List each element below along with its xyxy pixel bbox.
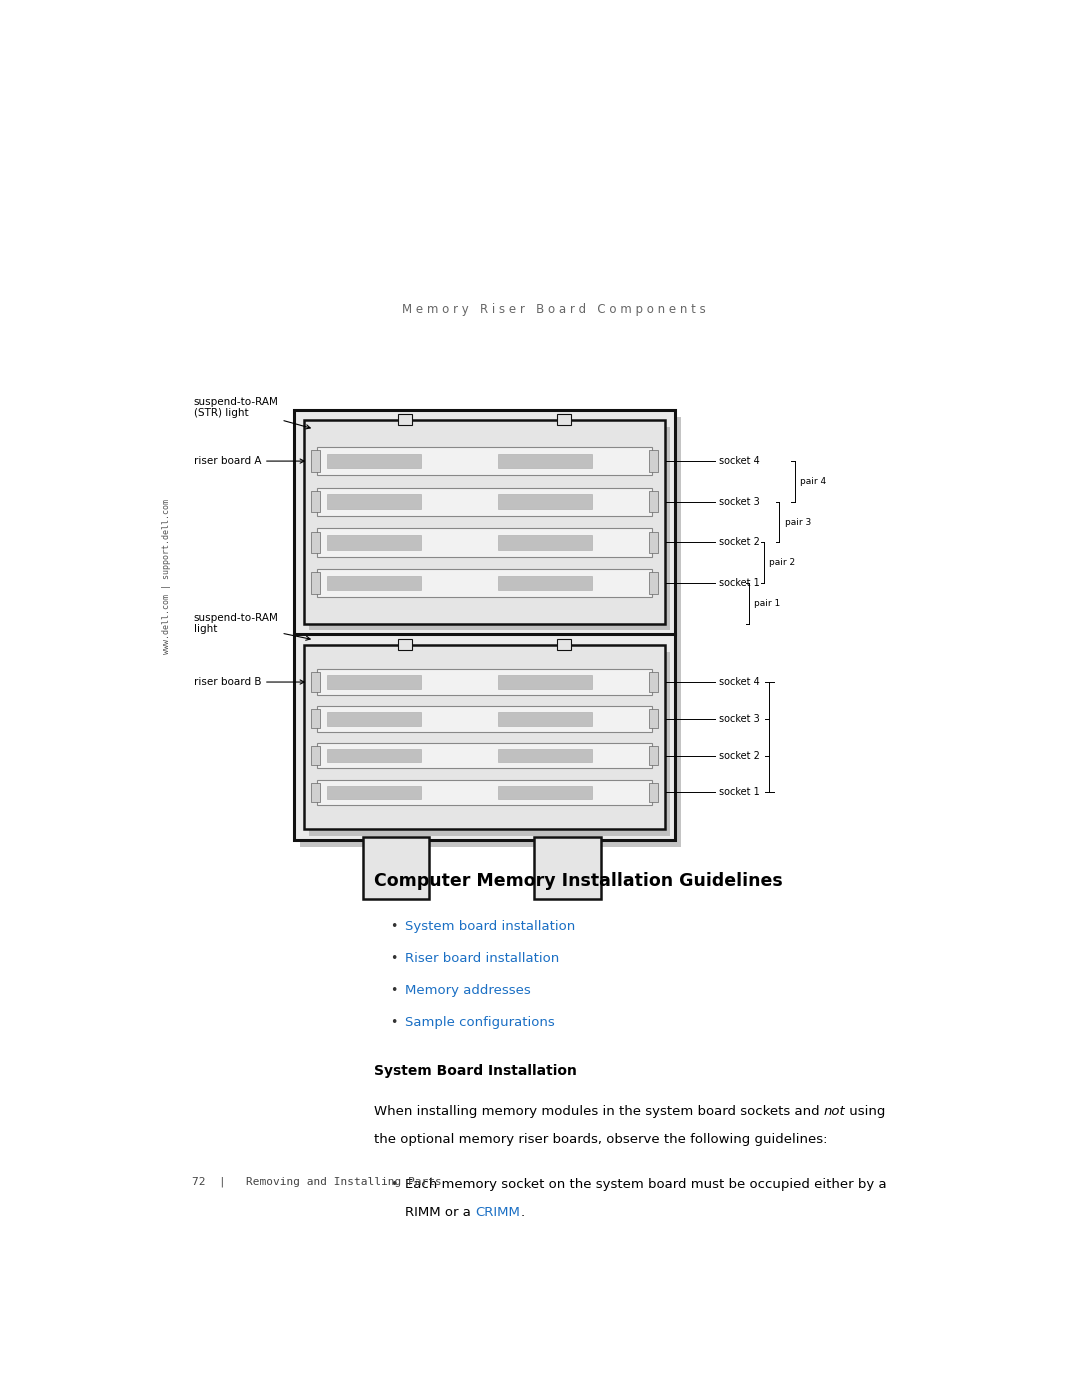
Bar bbox=[363, 837, 429, 900]
Bar bbox=[311, 782, 320, 802]
Text: •: • bbox=[390, 1017, 397, 1030]
Bar bbox=[327, 495, 421, 509]
Bar bbox=[498, 495, 592, 509]
Text: not: not bbox=[823, 1105, 846, 1118]
Bar bbox=[327, 749, 421, 763]
Bar bbox=[316, 669, 652, 694]
Bar bbox=[327, 785, 421, 799]
Bar bbox=[305, 420, 665, 623]
Text: pair 4: pair 4 bbox=[799, 476, 826, 486]
Bar bbox=[294, 409, 675, 840]
Bar bbox=[309, 652, 670, 835]
Text: Each memory socket on the system board must be occupied either by a: Each memory socket on the system board m… bbox=[405, 1178, 887, 1190]
Text: RIMM or a: RIMM or a bbox=[405, 1206, 475, 1218]
Bar bbox=[316, 488, 652, 515]
Bar bbox=[557, 414, 570, 425]
Text: socket 3: socket 3 bbox=[719, 497, 760, 507]
Bar bbox=[327, 576, 421, 591]
Text: the optional memory riser boards, observe the following guidelines:: the optional memory riser boards, observ… bbox=[374, 1133, 827, 1146]
Bar bbox=[649, 450, 658, 472]
Bar bbox=[498, 749, 592, 763]
Text: When installing memory modules in the system board sockets and: When installing memory modules in the sy… bbox=[374, 1105, 823, 1118]
Text: riser board A: riser board A bbox=[193, 455, 305, 467]
Bar bbox=[498, 712, 592, 725]
Bar bbox=[316, 743, 652, 768]
Text: Riser board installation: Riser board installation bbox=[405, 951, 559, 965]
Text: Sample configurations: Sample configurations bbox=[405, 1017, 555, 1030]
Bar bbox=[649, 710, 658, 728]
Text: socket 4: socket 4 bbox=[719, 455, 760, 467]
Bar bbox=[311, 492, 320, 513]
Text: •: • bbox=[390, 951, 397, 965]
Text: using: using bbox=[846, 1105, 886, 1118]
Text: socket 2: socket 2 bbox=[719, 538, 760, 548]
Bar bbox=[316, 528, 652, 556]
Bar bbox=[649, 782, 658, 802]
Bar bbox=[399, 638, 411, 650]
Bar bbox=[311, 573, 320, 594]
Bar bbox=[649, 492, 658, 513]
Bar bbox=[316, 447, 652, 475]
Bar bbox=[399, 414, 411, 425]
Text: CRIMM: CRIMM bbox=[475, 1206, 521, 1218]
Bar bbox=[498, 535, 592, 550]
Text: •: • bbox=[390, 983, 397, 997]
Text: socket 1: socket 1 bbox=[719, 578, 760, 588]
Text: riser board B: riser board B bbox=[193, 678, 305, 687]
Bar bbox=[498, 576, 592, 591]
Text: System Board Installation: System Board Installation bbox=[374, 1063, 577, 1077]
Bar bbox=[327, 454, 421, 468]
Bar bbox=[300, 418, 680, 848]
Text: Computer Memory Installation Guidelines: Computer Memory Installation Guidelines bbox=[374, 872, 782, 890]
Text: suspend-to-RAM
light: suspend-to-RAM light bbox=[193, 613, 310, 640]
Bar bbox=[557, 638, 570, 650]
Bar bbox=[305, 645, 665, 830]
Bar bbox=[498, 454, 592, 468]
Text: socket 3: socket 3 bbox=[719, 714, 760, 724]
Text: •: • bbox=[390, 919, 397, 933]
Bar bbox=[311, 746, 320, 766]
Text: socket 2: socket 2 bbox=[719, 750, 760, 760]
Bar bbox=[327, 712, 421, 725]
Text: pair 1: pair 1 bbox=[754, 599, 781, 608]
Bar bbox=[649, 532, 658, 553]
Text: www.dell.com | support.dell.com: www.dell.com | support.dell.com bbox=[162, 499, 172, 654]
Text: suspend-to-RAM
(STR) light: suspend-to-RAM (STR) light bbox=[193, 397, 310, 429]
Bar bbox=[316, 705, 652, 732]
Text: pair 3: pair 3 bbox=[784, 517, 811, 527]
Bar bbox=[327, 535, 421, 550]
Bar bbox=[498, 675, 592, 689]
Bar bbox=[649, 672, 658, 692]
Text: pair 2: pair 2 bbox=[769, 559, 796, 567]
Bar bbox=[311, 710, 320, 728]
Text: System board installation: System board installation bbox=[405, 919, 576, 933]
Bar bbox=[311, 450, 320, 472]
Bar bbox=[309, 427, 670, 630]
Bar bbox=[316, 569, 652, 598]
Bar bbox=[649, 573, 658, 594]
Text: socket 4: socket 4 bbox=[719, 678, 760, 687]
Text: •: • bbox=[390, 1178, 397, 1190]
Text: M e m o r y   R i s e r   B o a r d   C o m p o n e n t s: M e m o r y R i s e r B o a r d C o m p … bbox=[402, 303, 705, 316]
Bar bbox=[649, 746, 658, 766]
Text: socket 1: socket 1 bbox=[719, 788, 760, 798]
Bar bbox=[327, 675, 421, 689]
Bar bbox=[316, 780, 652, 805]
Bar bbox=[311, 532, 320, 553]
Bar bbox=[311, 672, 320, 692]
Bar bbox=[534, 837, 600, 900]
Text: 72  |   Removing and Installing Parts: 72 | Removing and Installing Parts bbox=[192, 1176, 442, 1187]
Bar bbox=[498, 785, 592, 799]
Text: .: . bbox=[521, 1206, 525, 1218]
Text: Memory addresses: Memory addresses bbox=[405, 983, 531, 997]
